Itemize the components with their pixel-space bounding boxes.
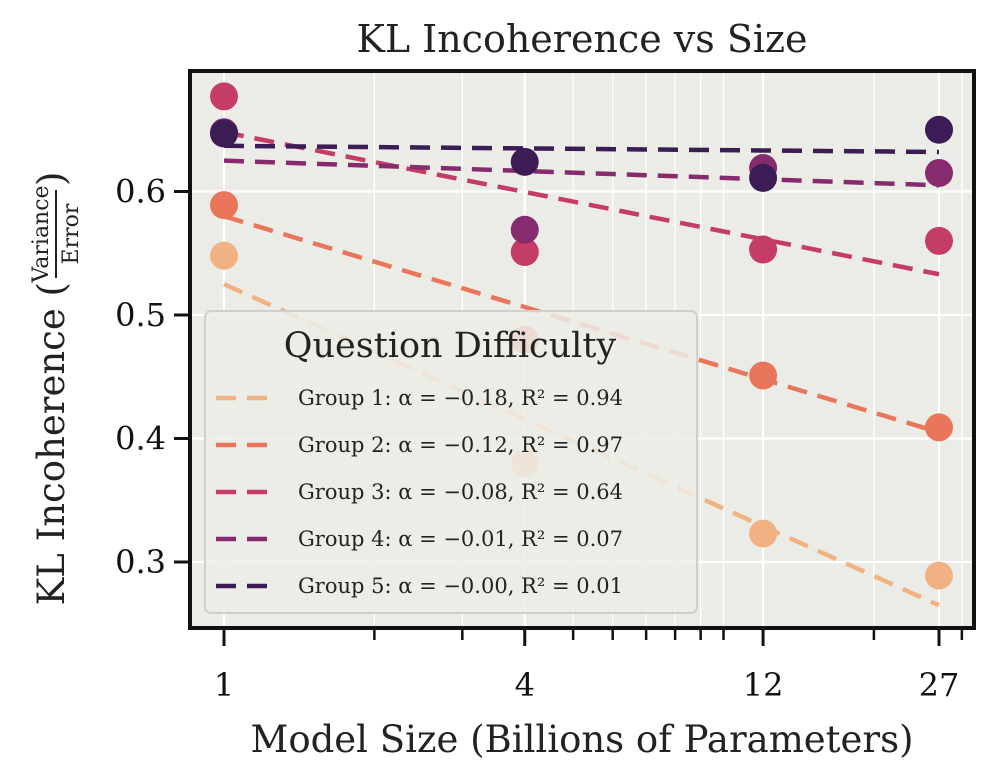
point-group-3 [925, 226, 953, 255]
point-group-5 [925, 115, 953, 144]
point-group-4 [925, 158, 953, 187]
y-tick-label: 0.4 [115, 420, 166, 458]
point-group-3 [749, 235, 778, 264]
legend-label-group-2: Group 2: α = −0.12, R² = 0.97 [298, 433, 623, 457]
point-group-2 [749, 361, 778, 390]
legend-label-group-3: Group 3: α = −0.08, R² = 0.64 [298, 480, 623, 504]
point-group-3 [210, 82, 238, 111]
legend-box [204, 310, 698, 614]
legend-label-group-5: Group 5: α = −0.00, R² = 0.01 [298, 574, 623, 598]
point-group-5 [749, 163, 778, 192]
y-axis-label-denominator: Error [59, 203, 84, 264]
fit-line-group-5 [223, 143, 940, 155]
plot-frame [188, 69, 976, 630]
point-group-3 [510, 238, 539, 267]
legend-label-group-4: Group 4: α = −0.01, R² = 0.07 [298, 527, 623, 551]
fit-line-group-4 [223, 158, 940, 188]
fit-line-group-3 [223, 130, 940, 277]
legend: Question Difficulty Group 1: α = −0.18, … [204, 310, 698, 614]
legend-title: Question Difficulty [284, 326, 617, 366]
y-axis-label-numerator: Variance [29, 185, 54, 283]
grid [190, 71, 974, 628]
y-tick-label: 0.3 [115, 543, 166, 581]
ticks: 1 4 12 27 0.3 0.4 0.5 0.6 [115, 173, 964, 704]
x-tick-label: 12 [743, 666, 784, 704]
point-group-5 [210, 119, 238, 148]
y-tick-label: 0.5 [115, 296, 166, 334]
y-tick-label: 0.6 [115, 173, 166, 211]
y-axis-label-close: ) [30, 172, 73, 186]
point-group-4 [510, 215, 539, 244]
point-group-1 [925, 561, 953, 590]
point-group-1 [749, 519, 778, 548]
y-axis-label-main: KL Incoherence ( [30, 282, 73, 605]
point-group-1 [210, 241, 238, 270]
x-tick-label: 1 [214, 666, 234, 704]
legend-label-group-1: Group 1: α = −0.18, R² = 0.94 [298, 386, 623, 410]
chart-title: KL Incoherence vs Size [356, 17, 807, 61]
point-group-5 [510, 147, 539, 176]
x-tick-label: 4 [515, 666, 535, 704]
point-group-2 [210, 191, 238, 220]
point-group-2 [925, 413, 953, 442]
y-axis-label: KL Incoherence ( Variance Error ) [29, 172, 84, 606]
x-axis-label: Model Size (Billions of Parameters) [250, 718, 913, 761]
x-tick-label: 27 [919, 666, 960, 704]
